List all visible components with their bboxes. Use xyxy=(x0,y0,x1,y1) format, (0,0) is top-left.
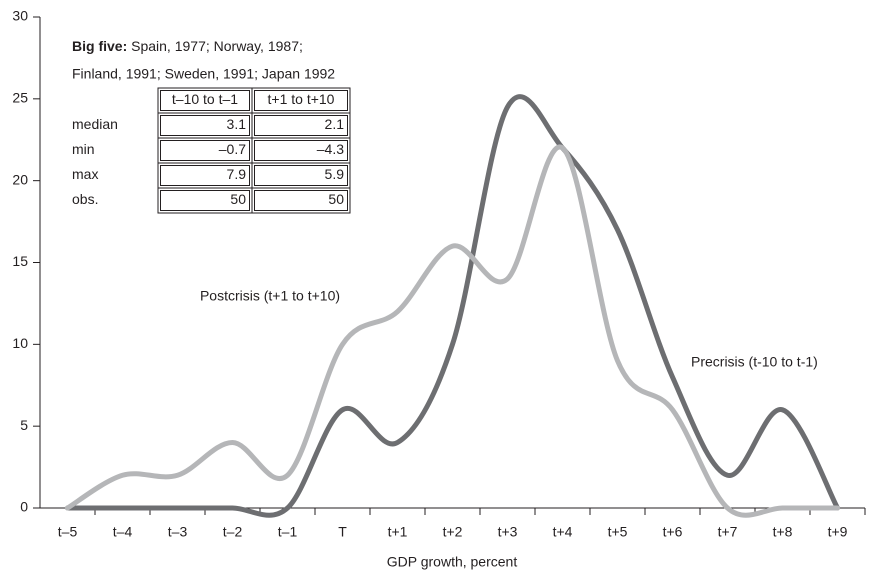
x-tick-label: t+1 xyxy=(388,524,408,540)
x-tick-label: t–5 xyxy=(58,524,78,540)
table-cell-border xyxy=(160,140,250,161)
x-tick-label: t+9 xyxy=(828,524,848,540)
x-axis-label: GDP growth, percent xyxy=(387,554,518,570)
table-cell-border xyxy=(160,90,250,111)
table-cell-border xyxy=(254,140,348,161)
x-tick-label: t+2 xyxy=(443,524,463,540)
table-row-label: min xyxy=(72,141,95,157)
x-tick-label: t–3 xyxy=(168,524,188,540)
table-cell-border xyxy=(254,115,348,136)
table-cell-border xyxy=(254,190,348,211)
series-label: Precrisis (t-10 to t-1) xyxy=(691,354,818,370)
table-cell-border xyxy=(160,165,250,186)
table-row-label: obs. xyxy=(72,191,98,207)
table-cell: 2.1 xyxy=(325,116,345,132)
table-cell-border xyxy=(160,115,250,136)
table-cell: –0.7 xyxy=(219,141,246,157)
table-row-label: max xyxy=(72,166,98,182)
annotation-bold: Big five: xyxy=(72,38,127,54)
annotation-line: Finland, 1991; Sweden, 1991; Japan 1992 xyxy=(72,66,335,82)
table-row-label: median xyxy=(72,116,118,132)
table-cell-border xyxy=(254,90,348,111)
x-tick-label: t–1 xyxy=(278,524,298,540)
x-tick-label: t+5 xyxy=(608,524,628,540)
table-cell: –4.3 xyxy=(317,141,344,157)
x-tick-label: t+4 xyxy=(553,524,573,540)
x-tick-label: t–2 xyxy=(223,524,243,540)
table-cell: 3.1 xyxy=(227,116,247,132)
table-cell-border xyxy=(254,165,348,186)
annotation-line: Spain, 1977; Norway, 1987; xyxy=(131,38,303,54)
table-cell-border xyxy=(160,190,250,211)
table-header: t+1 to t+10 xyxy=(268,91,335,107)
table-cell: 5.9 xyxy=(325,166,345,182)
table-cell: 50 xyxy=(230,191,246,207)
y-tick-label: 10 xyxy=(12,335,28,351)
table-cell: 7.9 xyxy=(227,166,247,182)
table-cell-border xyxy=(251,187,351,214)
annotation: Big five: Spain, 1977; Norway, 1987; xyxy=(72,38,303,54)
x-tick-label: t+3 xyxy=(498,524,518,540)
x-tick-label: T xyxy=(338,524,347,540)
y-tick-label: 30 xyxy=(12,8,28,24)
y-tick-label: 20 xyxy=(12,171,28,187)
x-tick-label: t+8 xyxy=(773,524,793,540)
series-line xyxy=(65,94,840,518)
table-header: t–10 to t–1 xyxy=(172,91,238,107)
table-cell: 50 xyxy=(328,191,344,207)
x-tick-label: t+6 xyxy=(663,524,683,540)
y-tick-label: 0 xyxy=(20,499,28,515)
y-tick-label: 5 xyxy=(20,417,28,433)
y-tick-label: 25 xyxy=(12,90,28,106)
x-tick-label: t–4 xyxy=(113,524,133,540)
y-tick-label: 15 xyxy=(12,253,28,269)
series-line xyxy=(65,144,840,518)
x-tick-label: t+7 xyxy=(718,524,738,540)
series-label: Postcrisis (t+1 to t+10) xyxy=(200,288,340,304)
